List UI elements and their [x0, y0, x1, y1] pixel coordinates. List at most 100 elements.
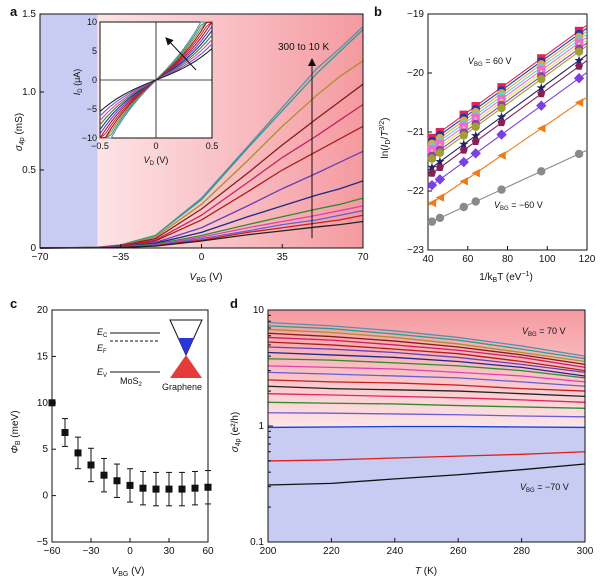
panel-c-point: [113, 477, 121, 485]
panel-c-point: [204, 483, 212, 491]
panel-a-series: [39, 26, 364, 249]
panel-a-blue-region: [40, 14, 98, 248]
panel-b-fit-line: [427, 30, 588, 148]
panel-c-band-diagram: EC EF EV MoS2 Graphene: [97, 319, 203, 392]
panel-b-marker: [458, 139, 469, 149]
panel-b-marker: [574, 98, 584, 107]
panel-b-marker: [537, 89, 546, 98]
inset-ticks: −0.5 0 0.5 −10 −5 0 5 10: [82, 17, 219, 151]
panel-d-series-line: [267, 325, 586, 360]
panel-c-point: [126, 481, 134, 489]
panel-b-marker: [427, 154, 437, 163]
panel-c-point: [100, 471, 108, 479]
panel-d-series-line: [267, 336, 586, 369]
panel-b-fit-line: [427, 54, 588, 171]
panel-b-ytick-label: −19: [407, 9, 424, 20]
inset-ytick-label: −10: [82, 133, 97, 143]
panel-b-marker: [574, 47, 584, 56]
panel-c-point: [178, 485, 186, 493]
graphene-dirac-cone-lower: [170, 355, 202, 378]
panel-b-marker: [470, 130, 481, 140]
inset-xtick-label: 0.5: [206, 141, 219, 151]
graphene-blue-fill: [178, 338, 194, 355]
panel-a-ytick-label: 0.5: [22, 165, 36, 176]
panel-c-xtick-label: 0: [127, 546, 133, 557]
panel-d-annotation-top: VBG = 70 V: [522, 326, 565, 338]
panel-b-marker: [459, 202, 468, 212]
panel-b-xtick-label: 60: [462, 254, 474, 265]
panel-a-xtick-label: 0: [199, 252, 205, 263]
panel-c-ticks: −60 −30 0 30 60 −5 0 5 10 15 20: [37, 305, 214, 557]
panel-b-annotation-top: VBG = 60 V: [468, 56, 511, 68]
panel-d-series-line: [267, 425, 586, 429]
panel-d-series-line: [267, 358, 586, 379]
panel-a-xlabel: VBG (V): [190, 272, 223, 284]
panel-d-ytick-label: 10: [253, 305, 265, 316]
panel-b-marker: [496, 129, 507, 140]
panel-b-marker: [537, 124, 546, 133]
panel-label-c: c: [10, 296, 17, 311]
panel-d-xtick-label: 280: [513, 546, 530, 557]
inset-iv-curve: [99, 48, 213, 112]
panel-d-series-line: [267, 451, 586, 462]
panel-b-fit-line: [427, 36, 588, 154]
panel-c-xtick-label: −30: [83, 546, 100, 557]
panel-label-b: b: [374, 4, 382, 19]
panel-b-marker: [435, 213, 445, 223]
panel-b-annotation-bottom: VBG = −60 V: [494, 200, 543, 212]
panel-d-xlabel: T (K): [415, 566, 437, 577]
panel-d-series-line: [267, 463, 586, 486]
panel-c-xtick-label: 30: [163, 546, 175, 557]
panel-c-point: [152, 485, 160, 493]
panel-b-chart: 40 60 80 100 120 −23 −22 −21 −20 −19 VBG = 60 V V…: [379, 9, 596, 284]
panel-c-point: [74, 449, 82, 457]
panel-c-ytick-label: −5: [37, 537, 49, 548]
inset-ylabel: ID (μA): [72, 69, 84, 96]
panel-d-ytick-label: 1: [258, 421, 264, 432]
inset-xtick-label: −0.5: [91, 141, 109, 151]
panel-b-marker: [536, 82, 547, 93]
inset-ytick-label: 0: [92, 75, 97, 85]
panel-b-xlabel: 1/kBT (eV−1): [479, 271, 533, 284]
panel-b-marker: [574, 55, 584, 65]
panel-b-fit-line: [427, 24, 588, 142]
panel-a-annotation: 300 to 10 K: [278, 42, 329, 53]
panel-b-xtick-label: 40: [422, 254, 434, 265]
panel-d-xtick-label: 220: [323, 546, 340, 557]
panel-c-point: [139, 484, 147, 492]
panel-b-marker: [459, 131, 468, 140]
panel-b-marker: [435, 163, 444, 171]
panel-b-marker: [471, 137, 480, 145]
inset-ytick-label: 5: [92, 46, 97, 56]
ec-label: EC: [97, 327, 108, 339]
panel-b-marker: [497, 118, 506, 127]
panel-d-chart: 200 220 240 260 280 300 0.1 1 10 VBG = 70 V VBG …: [230, 305, 594, 577]
panel-b-ytick-label: −21: [407, 127, 424, 138]
panel-b-marker: [497, 151, 506, 160]
graphene-label: Graphene: [162, 382, 202, 392]
panel-b-marker: [427, 162, 437, 172]
panel-d-series-line: [267, 321, 586, 357]
panel-b-xtick-label: 100: [539, 254, 556, 265]
panel-d-series: [267, 321, 586, 486]
panel-b-ytick-label: −22: [407, 186, 424, 197]
panel-c-point: [165, 485, 173, 493]
panel-b-marker: [435, 156, 445, 166]
panel-b-fit-line: [427, 39, 588, 157]
panel-b-ytick-label: −23: [407, 245, 424, 256]
panel-b-fit-line: [427, 45, 588, 162]
panel-b-marker: [537, 74, 546, 84]
panel-d-annotation-bottom: VBG = −70 V: [520, 482, 569, 494]
panel-b-marker: [471, 122, 480, 132]
panel-d-ytick-label: 0.1: [250, 537, 264, 548]
panel-d-xtick-label: 260: [450, 546, 467, 557]
panel-b-marker: [575, 62, 584, 70]
panel-b-marker: [435, 193, 445, 202]
panel-b-series: [426, 24, 588, 226]
panel-b-marker: [470, 148, 481, 159]
panel-c-ytick-label: 0: [42, 491, 48, 502]
panel-b-xtick-label: 120: [579, 254, 596, 265]
panel-b-marker: [574, 149, 584, 159]
panel-d-xtick-label: 300: [577, 546, 594, 557]
inset-series: [99, 21, 213, 139]
